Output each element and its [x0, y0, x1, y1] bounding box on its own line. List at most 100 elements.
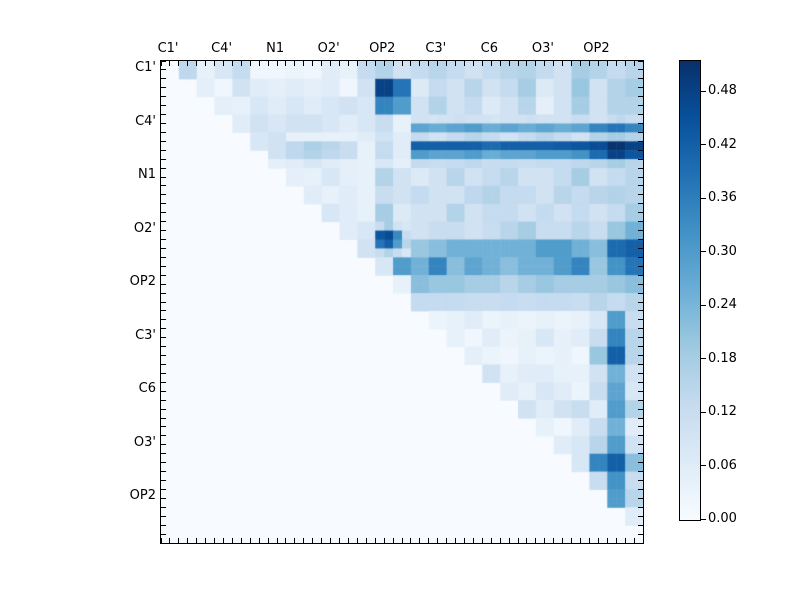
- top-tick: [633, 61, 635, 66]
- colorbar-tick: [701, 411, 706, 413]
- right-tick: [638, 78, 643, 80]
- top-tick: [553, 61, 555, 66]
- top-tick: [571, 61, 573, 66]
- bottom-tick: [276, 538, 278, 543]
- left-tick: [161, 346, 166, 348]
- right-tick: [638, 542, 643, 544]
- left-tick: [161, 265, 166, 267]
- bottom-tick: [240, 538, 242, 543]
- top-tick: [597, 61, 599, 66]
- colorbar-tick: [701, 518, 706, 520]
- top-tick: [517, 61, 519, 66]
- top-tick: [428, 61, 430, 66]
- y-axis-label-8: OP2: [129, 488, 156, 504]
- right-tick: [638, 355, 643, 357]
- left-tick: [161, 453, 166, 455]
- left-tick: [161, 319, 166, 321]
- top-tick: [499, 61, 501, 66]
- top-tick: [437, 61, 439, 66]
- bottom-tick: [187, 538, 189, 543]
- left-tick: [161, 239, 166, 241]
- right-tick: [638, 328, 643, 330]
- right-tick: [638, 176, 643, 178]
- y-axis-label-4: OP2: [129, 274, 156, 290]
- left-tick: [161, 506, 166, 508]
- left-tick: [161, 444, 166, 446]
- left-tick: [161, 283, 166, 285]
- top-tick: [472, 61, 474, 66]
- bottom-tick: [499, 538, 501, 543]
- right-tick: [638, 381, 643, 383]
- colorbar-tick-label: 0.24: [708, 297, 737, 313]
- bottom-tick: [463, 538, 465, 543]
- right-tick: [638, 140, 643, 142]
- top-tick: [526, 61, 528, 66]
- heatmap-canvas: [161, 61, 643, 543]
- right-tick: [638, 167, 643, 169]
- left-tick: [161, 60, 166, 62]
- y-axis-label-2: N1: [138, 167, 156, 183]
- bottom-tick: [597, 538, 599, 543]
- left-tick: [161, 372, 166, 374]
- right-tick: [638, 122, 643, 124]
- right-tick: [638, 417, 643, 419]
- right-tick: [638, 453, 643, 455]
- bottom-tick: [642, 538, 644, 543]
- colorbar-tick: [701, 251, 706, 253]
- top-tick: [356, 61, 358, 66]
- colorbar: [679, 60, 701, 521]
- left-tick: [161, 435, 166, 437]
- bottom-tick: [365, 538, 367, 543]
- left-tick: [161, 140, 166, 142]
- right-tick: [638, 221, 643, 223]
- right-tick: [638, 337, 643, 339]
- bottom-tick: [178, 538, 180, 543]
- top-tick: [196, 61, 198, 66]
- bottom-tick: [356, 538, 358, 543]
- bottom-tick: [633, 538, 635, 543]
- top-tick: [187, 61, 189, 66]
- bottom-tick: [196, 538, 198, 543]
- left-tick: [161, 158, 166, 160]
- top-tick: [321, 61, 323, 66]
- left-tick: [161, 274, 166, 276]
- left-tick: [161, 488, 166, 490]
- top-tick: [535, 61, 537, 66]
- bottom-tick: [330, 538, 332, 543]
- left-tick: [161, 203, 166, 205]
- plot-area: [160, 60, 644, 544]
- bottom-tick: [419, 538, 421, 543]
- left-tick: [161, 426, 166, 428]
- bottom-tick: [321, 538, 323, 543]
- top-tick: [294, 61, 296, 66]
- colorbar-tick: [701, 304, 706, 306]
- bottom-tick: [383, 538, 385, 543]
- top-tick: [615, 61, 617, 66]
- bottom-tick: [410, 538, 412, 543]
- top-tick: [267, 61, 269, 66]
- top-tick: [508, 61, 510, 66]
- right-tick: [638, 533, 643, 535]
- left-tick: [161, 194, 166, 196]
- top-tick: [410, 61, 412, 66]
- bottom-tick: [231, 538, 233, 543]
- x-axis-label-8: OP2: [583, 41, 610, 56]
- right-tick: [638, 185, 643, 187]
- right-tick: [638, 462, 643, 464]
- y-axis-label-1: C4': [135, 113, 156, 129]
- top-tick: [330, 61, 332, 66]
- left-tick: [161, 230, 166, 232]
- right-tick: [638, 292, 643, 294]
- left-tick: [161, 122, 166, 124]
- left-tick: [161, 185, 166, 187]
- bottom-tick: [588, 538, 590, 543]
- bottom-tick: [446, 538, 448, 543]
- top-tick: [455, 61, 457, 66]
- left-tick: [161, 87, 166, 89]
- x-axis-label-3: O2': [317, 41, 340, 56]
- top-tick: [446, 61, 448, 66]
- top-tick: [374, 61, 376, 66]
- colorbar-tick-label: 0.48: [708, 83, 737, 99]
- top-tick: [276, 61, 278, 66]
- x-axis-label-0: C1': [157, 41, 179, 56]
